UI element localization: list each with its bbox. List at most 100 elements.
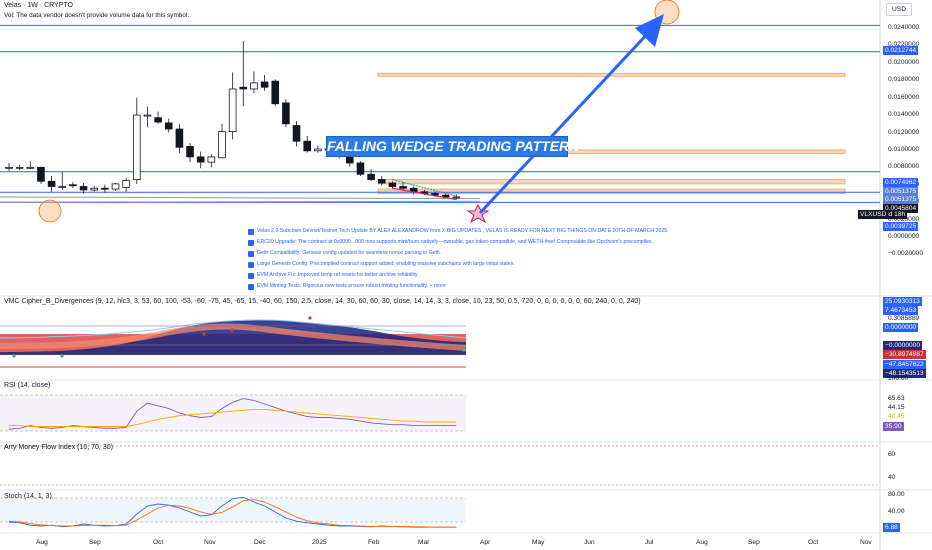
price-highlight-label: 0.0051375: [883, 187, 919, 196]
price-tick-label: 0.0100000: [888, 145, 920, 153]
news-item[interactable]: EVM Minting Tests: Rigorous new tests en…: [248, 281, 678, 292]
candle-body: [207, 156, 216, 163]
rsi-title[interactable]: RSI (14, close): [4, 382, 51, 389]
news-item[interactable]: Geth Compatibility: Genesis config updat…: [248, 248, 678, 259]
wedge-upper-line: [392, 178, 457, 197]
target-arrow-head: [635, 14, 664, 47]
indicator-value-label: 40: [888, 474, 896, 481]
stoch-title[interactable]: Stoch (14, 1, 3): [4, 493, 52, 500]
time-tick-label: Feb: [368, 539, 380, 546]
vmc-title[interactable]: VMC Cipher_B_Divergences (9, 12, hlc3, 3…: [4, 298, 641, 305]
indicator-value-label: −47.8457622: [883, 360, 926, 369]
news-icon: [248, 228, 254, 235]
vmc-signal-dot: [12, 354, 16, 358]
news-text: ERC20 Upgrade: The contract at 0x0000...…: [257, 239, 653, 245]
candle-body: [101, 187, 109, 190]
news-text: Velas 2.0 Subchain Devnet/Testnet Tech U…: [257, 228, 668, 234]
candle-body: [26, 166, 35, 169]
time-tick-label: Sep: [89, 539, 101, 546]
candle-body: [303, 140, 311, 152]
news-item[interactable]: ERC20 Upgrade: The contract at 0x0000...…: [248, 237, 678, 248]
vmc-signal-dot: [462, 348, 466, 352]
candle-body: [239, 86, 248, 90]
indicator-value-label: −48.1543513: [883, 369, 926, 378]
support-trendline: [0, 200, 481, 203]
candle-body: [399, 186, 407, 189]
candle-body: [37, 166, 45, 182]
news-item[interactable]: Velas 2.0 Subchain Devnet/Testnet Tech U…: [248, 226, 678, 237]
vmc-light-wave: [0, 319, 467, 339]
currency-button[interactable]: USD: [886, 3, 912, 16]
news-list: Velas 2.0 Subchain Devnet/Testnet Tech U…: [248, 226, 678, 310]
rsi-band: [0, 395, 466, 431]
time-tick-label: Sep: [748, 539, 760, 546]
news-icon: [248, 261, 254, 268]
time-tick-label: Mar: [418, 539, 430, 546]
swing-low-marker: [38, 199, 62, 223]
vmc-signal-dot: [60, 354, 64, 358]
candle-body: [356, 162, 365, 175]
indicator-value-label: 0.3085889: [888, 315, 920, 322]
candle-body: [367, 173, 375, 180]
indicator-value-label: 40.45: [888, 413, 905, 420]
time-tick-label: Apr: [480, 539, 491, 546]
stoch-d-line: [8, 499, 457, 528]
news-item[interactable]: EVM Archive Fix: Improved temp ref reset…: [248, 270, 678, 281]
pattern-annotation[interactable]: FALLING WEDGE TRADING PATTERN: [326, 136, 579, 157]
time-tick-label: Oct: [808, 539, 819, 546]
candle-body: [143, 114, 152, 117]
time-tick-label: May: [532, 539, 545, 546]
indicator-value-label: 44.15: [888, 404, 905, 411]
price-highlight-label: 3d 18h: [883, 210, 908, 219]
symbol-title[interactable]: Velas · 1W · CRYPTO: [4, 2, 73, 9]
candle-body: [79, 186, 88, 191]
target-arrow-shaft: [478, 28, 653, 215]
news-icon: [248, 250, 254, 257]
indicator-value-label: 80.00: [888, 491, 905, 498]
indicator-value-label: 100.00: [888, 375, 909, 382]
volume-note: Vol: The data vendor doesn't provide vol…: [4, 12, 190, 19]
time-tick-label: Jul: [645, 539, 654, 546]
candle-body: [452, 196, 461, 199]
news-item[interactable]: Large Genesis Config: Precompiled contra…: [248, 259, 678, 270]
candle-body: [271, 80, 280, 105]
candle-body: [186, 146, 194, 158]
resistance-zone: [377, 179, 846, 185]
price-highlight-label: 0.0039725: [883, 222, 919, 231]
candle-body: [175, 128, 184, 148]
vmc-orange-wave: [0, 323, 467, 351]
mfi-title[interactable]: Arty Money Flow Index (10, 70, 30): [4, 444, 113, 451]
candle-body: [314, 148, 322, 152]
indicator-value-label: 6.88: [883, 523, 900, 532]
candle-body: [250, 82, 258, 90]
price-tick-label: 0.0080000: [888, 163, 920, 171]
candle-body: [218, 131, 226, 159]
news-icon: [248, 283, 254, 290]
price-highlight-label: 0.0074962: [883, 178, 919, 187]
indicator-value-label: 60: [888, 451, 896, 458]
candle-body: [164, 122, 173, 130]
news-text: EVM Archive Fix: Improved temp ref reset…: [257, 272, 419, 278]
indicator-value-label: −30.8974987: [883, 350, 926, 359]
candle-body: [47, 180, 56, 187]
news-text: Geth Compatibility: Genesis config updat…: [257, 250, 442, 256]
time-tick-label: Dec: [254, 539, 266, 546]
candle-body: [90, 187, 99, 191]
time-tick-label: Aug: [36, 539, 48, 546]
price-tick-label: 0.0160000: [888, 93, 920, 101]
candle-body: [69, 184, 77, 187]
price-tick-label: 0.0140000: [888, 111, 920, 119]
wedge-lower-line: [392, 187, 457, 201]
price-tick-label: 0.0000000: [888, 233, 920, 240]
candle-body: [122, 179, 130, 188]
vmc-wave-area: [0, 319, 466, 355]
candle-body: [5, 166, 13, 169]
time-tick-label: Nov: [860, 539, 872, 546]
time-tick-label: Jun: [584, 539, 595, 546]
time-tick-label: Nov: [204, 539, 216, 546]
candle-body: [196, 156, 205, 163]
rsi-ma-line: [9, 408, 457, 427]
candle-body: [345, 155, 354, 164]
